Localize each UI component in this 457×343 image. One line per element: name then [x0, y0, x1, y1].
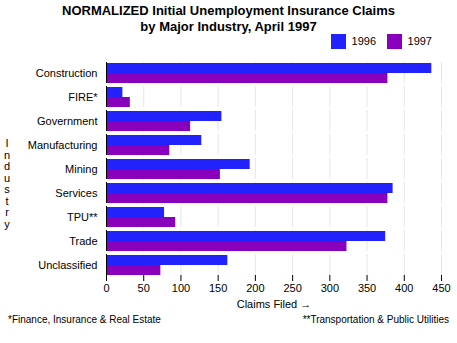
svg-text:Government: Government — [37, 115, 98, 127]
svg-text:50: 50 — [138, 282, 150, 294]
svg-text:350: 350 — [358, 282, 376, 294]
svg-text:200: 200 — [246, 282, 264, 294]
svg-text:450: 450 — [432, 282, 450, 294]
svg-text:Mining: Mining — [65, 163, 97, 175]
svg-text:Construction: Construction — [36, 67, 98, 79]
svg-text:300: 300 — [321, 282, 339, 294]
svg-text:FIRE*: FIRE* — [68, 91, 98, 103]
svg-text:Services: Services — [55, 187, 98, 199]
svg-text:250: 250 — [283, 282, 301, 294]
svg-text:Trade: Trade — [69, 235, 97, 247]
svg-text:400: 400 — [395, 282, 413, 294]
html-text:*Finance, Insurance & Real Est: *Finance, Insurance & Real Estate — [8, 314, 161, 326]
html-text:I n d u s t r y: I n d u s t r y — [3, 137, 11, 230]
svg-text:Claims Filed →: Claims Filed → — [237, 298, 312, 310]
html-text:1996: 1996 — [351, 35, 376, 48]
html-text:**Transportation & Public Util: **Transportation & Public Utilities — [302, 314, 449, 326]
svg-text:Manufacturing: Manufacturing — [28, 139, 98, 151]
svg-text:TPU**: TPU** — [67, 211, 98, 223]
svg-text:100: 100 — [172, 282, 190, 294]
html-text:NORMALIZED Initial Unemploymen: NORMALIZED Initial Unemployment Insuranc… — [62, 3, 395, 34]
svg-text:0: 0 — [103, 282, 109, 294]
svg-text:150: 150 — [209, 282, 227, 294]
html-text:1997: 1997 — [407, 35, 432, 48]
svg-text:Unclassified: Unclassified — [38, 259, 97, 271]
